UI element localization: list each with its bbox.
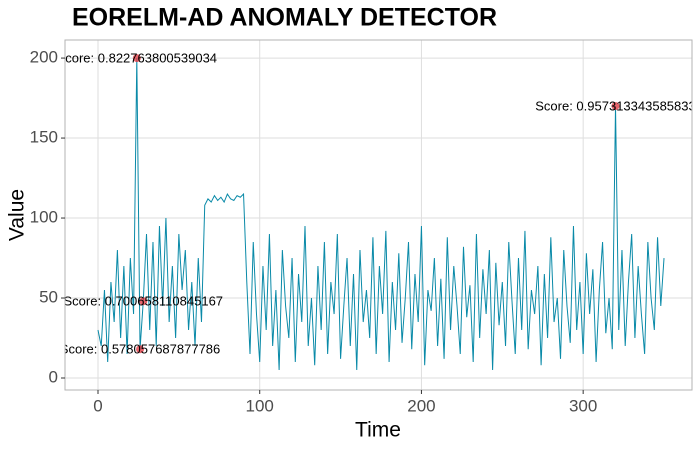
- y-tick-label: 50: [39, 288, 58, 307]
- axes: 0 100 200 300 0 50 100 150 200: [30, 48, 598, 416]
- anomaly-point: [139, 297, 148, 306]
- series-line: [97, 58, 665, 371]
- anomaly-point: [136, 345, 145, 354]
- y-tick-label: 100: [30, 208, 58, 227]
- panel: [65, 40, 692, 390]
- y-axis-title: Value: [6, 189, 29, 241]
- anomaly-point: [132, 54, 141, 63]
- anomaly-label: Score: 0.578057687877786: [60, 342, 220, 357]
- y-tick-label: 200: [30, 48, 58, 67]
- x-axis-title: Time: [355, 419, 401, 442]
- chart-title: EORELM-AD ANOMALY DETECTOR: [72, 4, 497, 32]
- y-tick-label: 150: [30, 128, 58, 147]
- panel-border: [64, 39, 693, 391]
- plot-area: Score: 0.822763800539034 Score: 0.9573133…: [57, 51, 695, 371]
- anomaly-label: Score: 0.700658110845167: [64, 294, 224, 309]
- anomaly-label: Score: 0.822763800539034: [57, 51, 217, 66]
- x-tick-label: 0: [93, 396, 102, 415]
- x-tick-label: 100: [246, 396, 274, 415]
- anomaly-label: Score: 0.957313343585833: [535, 99, 695, 114]
- y-tick-label: 0: [49, 367, 58, 386]
- x-tick-label: 200: [407, 396, 435, 415]
- x-tick-label: 300: [569, 396, 597, 415]
- anomaly-point: [611, 102, 620, 111]
